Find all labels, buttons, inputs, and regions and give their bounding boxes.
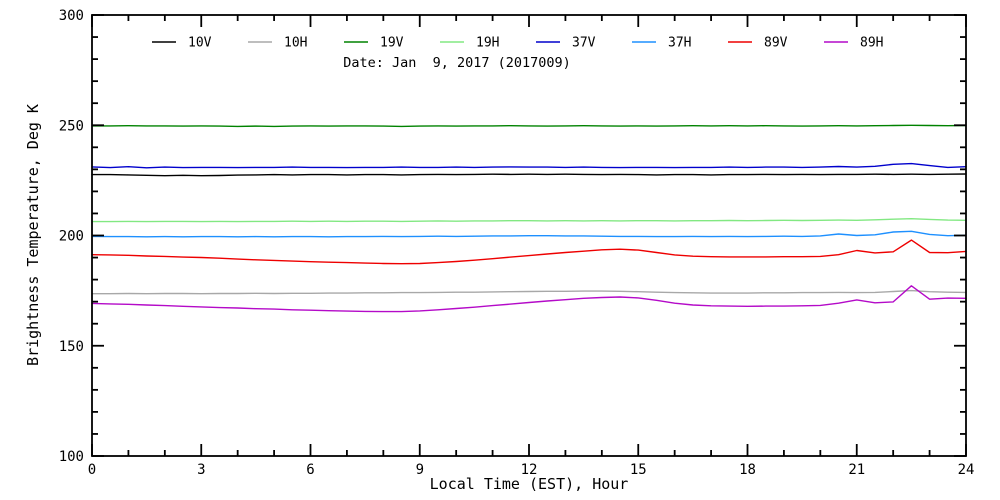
legend-item-37h: 37H xyxy=(632,36,691,51)
data-series-group xyxy=(91,124,967,313)
legend: 10V 10H 19V 19H 37V 37H 89V 89H xyxy=(152,36,883,51)
axis-tick-labels-group: 0 3 6 9 12 15 18 21 24 100 150 200 250 300 xyxy=(59,8,975,478)
y-tick-label-200: 200 xyxy=(59,229,84,245)
legend-label-19v: 19V xyxy=(380,36,404,51)
x-tick-label-18: 18 xyxy=(739,462,756,478)
x-tick-label-9: 9 xyxy=(416,462,424,478)
legend-label-37v: 37V xyxy=(572,36,596,51)
legend-label-19h: 19H xyxy=(476,36,499,51)
x-tick-label-0: 0 xyxy=(88,462,96,478)
legend-item-89v: 89V xyxy=(728,36,788,51)
series-line-89h xyxy=(91,285,967,313)
y-tick-label-300: 300 xyxy=(59,8,84,24)
legend-label-37h: 37H xyxy=(668,36,691,51)
x-tick-label-12: 12 xyxy=(521,462,538,478)
series-line-37h xyxy=(91,230,967,238)
series-line-19h xyxy=(91,217,967,223)
legend-label-10v: 10V xyxy=(188,36,212,51)
series-line-19v xyxy=(91,124,967,128)
legend-item-89h: 89H xyxy=(824,36,883,51)
series-line-37v xyxy=(91,162,967,169)
date-annotation: Date: Jan 9, 2017 (2017009) xyxy=(343,55,571,71)
x-tick-label-24: 24 xyxy=(958,462,975,478)
legend-item-19v: 19V xyxy=(344,36,404,51)
x-tick-label-21: 21 xyxy=(848,462,865,478)
y-axis-title: Brightness Temperature, Deg K xyxy=(24,104,42,366)
y-tick-label-100: 100 xyxy=(59,449,84,465)
legend-label-89v: 89V xyxy=(764,36,788,51)
x-axis-title: Local Time (EST), Hour xyxy=(430,475,629,493)
series-line-10h xyxy=(91,289,967,295)
x-tick-label-6: 6 xyxy=(306,462,314,478)
y-tick-label-250: 250 xyxy=(59,118,84,134)
axis-ticks-group xyxy=(91,14,967,457)
series-line-10v xyxy=(91,173,967,177)
legend-item-10v: 10V xyxy=(152,36,212,51)
x-tick-label-3: 3 xyxy=(197,462,205,478)
series-line-89v xyxy=(91,239,967,265)
legend-label-89h: 89H xyxy=(860,36,883,51)
y-tick-label-150: 150 xyxy=(59,339,84,355)
legend-label-10h: 10H xyxy=(284,36,307,51)
legend-item-10h: 10H xyxy=(248,36,307,51)
legend-item-37v: 37V xyxy=(536,36,596,51)
legend-item-19h: 19H xyxy=(440,36,499,51)
x-tick-label-15: 15 xyxy=(630,462,647,478)
